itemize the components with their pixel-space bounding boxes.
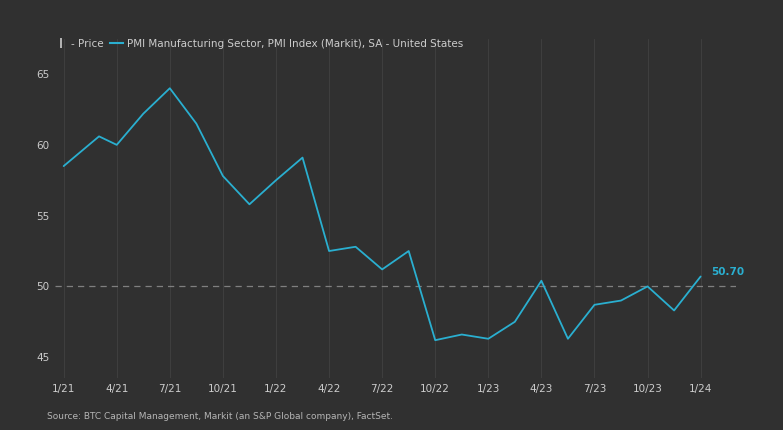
Text: 50.70: 50.70 [711, 267, 745, 277]
Text: Source: BTC Capital Management, Markit (an S&P Global company), FactSet.: Source: BTC Capital Management, Markit (… [47, 412, 393, 421]
Legend: - Price, PMI Manufacturing Sector, PMI Index (Markit), SA - United States: - Price, PMI Manufacturing Sector, PMI I… [55, 39, 464, 49]
